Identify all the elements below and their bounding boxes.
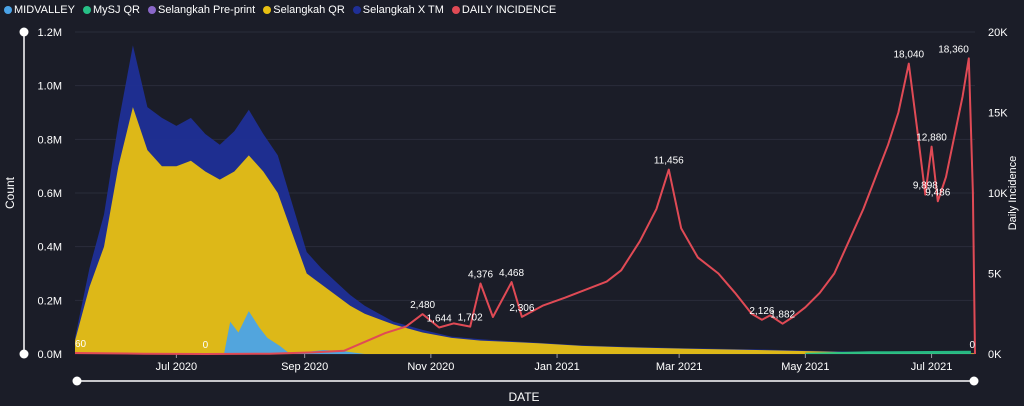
- y-slider-handle-bottom[interactable]: [19, 349, 29, 359]
- x-tick-label: Sep 2020: [281, 361, 328, 373]
- x-tick-label: Nov 2020: [407, 361, 454, 373]
- data-label: 9,898: [913, 181, 938, 192]
- data-label: 4,468: [499, 268, 524, 279]
- legend-swatch: [352, 6, 361, 14]
- y-tick-label: 0.2M: [38, 295, 62, 307]
- legend-swatch: [4, 6, 12, 14]
- legend-swatch: [451, 6, 460, 14]
- data-label: 2,126: [749, 306, 774, 317]
- legend-swatch: [148, 6, 156, 14]
- y-tick-label: 0.4M: [38, 242, 62, 254]
- y2-tick-label: 20K: [988, 27, 1008, 39]
- data-label: 4,376: [468, 270, 493, 281]
- y-tick-label: 0.8M: [38, 134, 62, 146]
- x-tick-label: Jul 2021: [911, 361, 953, 373]
- data-label: 9,486: [925, 187, 950, 198]
- y-tick-label: 0.0M: [38, 349, 62, 361]
- legend-label: MySJ QR: [92, 4, 140, 16]
- x-tick-label: Mar 2021: [656, 361, 702, 373]
- legend-item-selangkah-x-tm[interactable]: Selangkah X TM: [352, 4, 444, 16]
- data-label: 0: [969, 340, 975, 351]
- y-tick-label: 1.0M: [38, 81, 62, 93]
- y-axis-title: Count: [3, 176, 17, 209]
- legend-label: Selangkah Pre-print: [158, 4, 256, 16]
- y2-tick-label: 10K: [988, 188, 1008, 200]
- y2-axis-title: Daily Incidence: [1007, 156, 1019, 231]
- legend-item-selangkah-pre-print[interactable]: Selangkah Pre-print: [148, 4, 255, 16]
- y-range-slider[interactable]: [19, 27, 29, 359]
- data-label: 11,456: [654, 156, 684, 167]
- legend-item-midvalley[interactable]: MIDVALLEY: [4, 4, 75, 16]
- x-axis-title: DATE: [508, 390, 539, 404]
- y-tick-label: 1.2M: [38, 27, 62, 39]
- data-label: 1,702: [458, 313, 483, 324]
- legend-swatch: [263, 6, 272, 14]
- x-tick-label: May 2021: [781, 361, 829, 373]
- incidence-line: [74, 57, 976, 355]
- data-label: 18,040: [893, 50, 924, 61]
- data-label: 60: [75, 339, 87, 350]
- series-daily-incidence-line: [74, 57, 976, 355]
- data-label: 12,880: [916, 133, 947, 144]
- legend-label: DAILY INCIDENCE: [461, 4, 557, 16]
- y-slider-handle-top[interactable]: [19, 27, 29, 37]
- legend-label: Selangkah QR: [273, 4, 345, 16]
- data-label: 18,360: [938, 44, 969, 55]
- legend-item-selangkah-qr[interactable]: Selangkah QR: [263, 4, 345, 16]
- data-label: 1,644: [427, 314, 452, 325]
- x-range-slider[interactable]: [72, 376, 979, 386]
- y2-tick-label: 5K: [988, 269, 1002, 281]
- y2-tick-label: 15K: [988, 108, 1008, 120]
- x-axis-ticks: Jul 2020 Sep 2020 Nov 2020 Jan 2021 Mar 2021…: [156, 354, 953, 373]
- data-labels: 60 0 2,480 1,644 1,702 4,376 4,468 2,306 11,456 2…: [75, 44, 975, 351]
- data-label: 0: [203, 340, 209, 351]
- chart-legend: MIDVALLEY MySJ QR Selangkah Pre-print Se…: [4, 4, 556, 16]
- data-label: 2,306: [509, 303, 534, 314]
- y-tick-label: 0.6M: [38, 188, 62, 200]
- data-label: 2,480: [410, 300, 435, 311]
- legend-item-daily-incidence[interactable]: DAILY INCIDENCE: [451, 4, 557, 16]
- x-slider-handle-right[interactable]: [969, 376, 979, 386]
- legend-item-mysj-qr[interactable]: MySJ QR: [82, 4, 140, 16]
- y-axis-ticks: 0.0M 0.2M 0.4M 0.6M 0.8M 1.0M 1.2M: [38, 27, 62, 361]
- legend-label: MIDVALLEY: [14, 4, 75, 16]
- stacked-bars: [75, 45, 975, 355]
- series-mysj-qr-area: [805, 350, 971, 354]
- series-selangkah-qr-area: [75, 107, 975, 354]
- x-slider-handle-left[interactable]: [72, 376, 82, 386]
- x-tick-label: Jul 2020: [156, 361, 198, 373]
- series-midvalley-area: [224, 311, 365, 354]
- x-tick-label: Jan 2021: [534, 361, 579, 373]
- y2-axis-ticks: 0K 5K 10K 15K 20K: [988, 27, 1008, 361]
- legend-swatch: [82, 6, 91, 14]
- data-label: 1,882: [770, 310, 795, 321]
- y2-tick-label: 0K: [988, 349, 1002, 361]
- legend-label: Selangkah X TM: [362, 4, 444, 16]
